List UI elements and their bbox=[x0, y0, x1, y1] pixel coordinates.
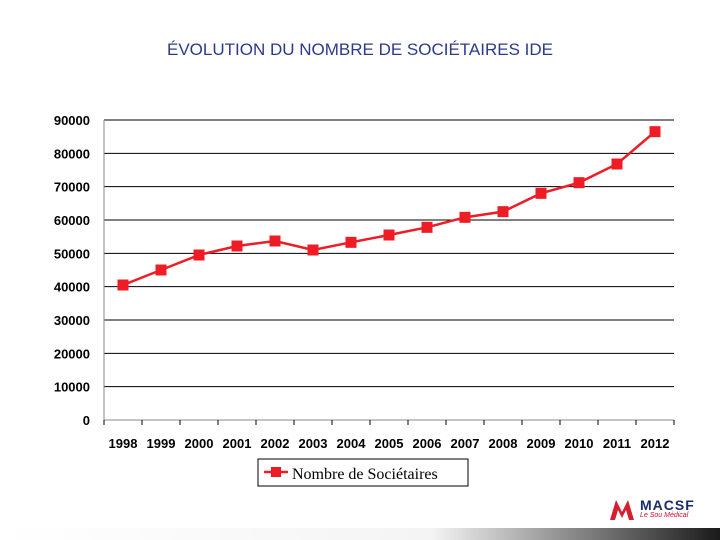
x-tick-label: 2012 bbox=[641, 436, 670, 451]
data-point bbox=[649, 126, 661, 138]
y-tick-label: 10000 bbox=[54, 380, 90, 395]
x-tick-label: 2001 bbox=[223, 436, 252, 451]
x-tick-labels: 1998 1999 2000 2001 2002 2003 2004 2005 2006 2007… bbox=[109, 436, 670, 451]
y-tick-label: 80000 bbox=[54, 146, 90, 161]
y-tick-label: 60000 bbox=[54, 213, 90, 228]
legend-box bbox=[257, 458, 469, 487]
x-tick-label: 2003 bbox=[299, 436, 328, 451]
data-point bbox=[155, 264, 167, 276]
y-tick-label: 30000 bbox=[54, 313, 90, 328]
data-point bbox=[459, 211, 471, 223]
series-line bbox=[122, 130, 656, 287]
data-point bbox=[231, 240, 243, 252]
y-tick-label: 70000 bbox=[54, 180, 90, 195]
data-point bbox=[269, 235, 281, 247]
x-tick-label: 2005 bbox=[375, 436, 404, 451]
data-point bbox=[383, 229, 395, 241]
x-tick-label: 1999 bbox=[147, 436, 176, 451]
y-tick-labels: 0 10000 20000 30000 40000 50000 60000 70000 8000… bbox=[54, 113, 90, 428]
macsf-logo-icon bbox=[610, 500, 634, 520]
x-tick-label: 2010 bbox=[565, 436, 594, 451]
logo-tagline: Le Sou Médical bbox=[640, 512, 689, 519]
gridlines bbox=[104, 119, 674, 388]
data-point bbox=[307, 244, 319, 256]
y-tick-label: 90000 bbox=[54, 113, 90, 128]
data-point bbox=[193, 249, 205, 261]
data-point bbox=[497, 206, 509, 218]
legend-marker-sample bbox=[271, 467, 281, 477]
y-tick-label: 40000 bbox=[54, 280, 90, 295]
x-tick-label: 2011 bbox=[603, 436, 631, 451]
x-tick-label: 2000 bbox=[185, 436, 214, 451]
data-point bbox=[345, 236, 357, 248]
legend-label: Nombre de Sociétaires bbox=[292, 466, 438, 483]
x-tick-label: 2007 bbox=[451, 436, 480, 451]
data-point bbox=[535, 187, 547, 199]
y-tick-label: 20000 bbox=[54, 346, 90, 361]
x-tick-label: 2008 bbox=[489, 436, 518, 451]
footer-bar bbox=[0, 528, 720, 540]
data-point bbox=[573, 177, 585, 189]
data-point bbox=[117, 279, 129, 291]
data-point bbox=[421, 221, 433, 233]
x-tick-label: 2009 bbox=[527, 436, 556, 451]
chart-title: ÉVOLUTION DU NOMBRE DE SOCIÉTAIRES IDE bbox=[166, 40, 554, 59]
axes bbox=[103, 120, 675, 425]
x-tick-label: 2004 bbox=[337, 436, 367, 451]
y-tick-label: 50000 bbox=[54, 246, 90, 261]
x-tick-label: 1998 bbox=[109, 436, 138, 451]
data-point bbox=[611, 158, 623, 170]
legend: Nombre de Sociétaires bbox=[257, 458, 469, 487]
x-tick-label: 2006 bbox=[413, 436, 442, 451]
logo-name: MACSF bbox=[640, 497, 695, 513]
x-tick-label: 2002 bbox=[261, 436, 290, 451]
series bbox=[117, 126, 661, 291]
y-tick-label: 0 bbox=[83, 413, 90, 428]
